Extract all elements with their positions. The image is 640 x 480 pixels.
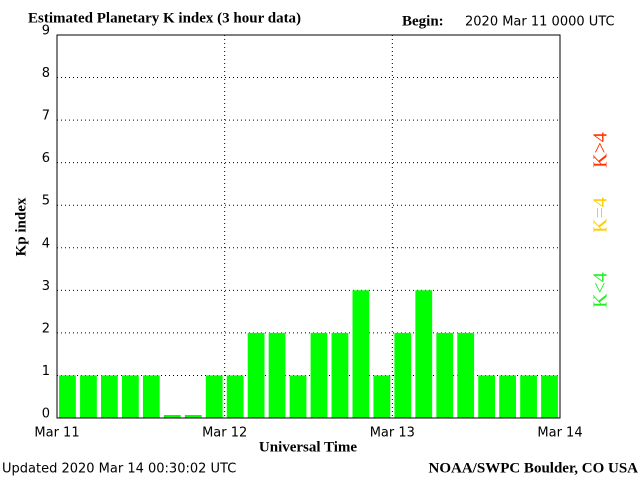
y-tick-label: 8 [42,66,50,81]
bar [352,290,370,418]
y-axis-label: Kp index [13,197,29,256]
y-tick-label: 9 [42,24,50,39]
bar [205,375,223,418]
x-axis-label: Universal Time [259,439,358,455]
bar [289,375,307,418]
bar [310,332,328,418]
bar [121,375,139,418]
legend-label: K=4 [590,197,612,233]
y-tick-label: 0 [42,407,50,422]
y-tick-label: 3 [42,279,50,294]
chart-title: Estimated Planetary K index (3 hour data… [28,10,301,26]
x-tick-label: Mar 13 [370,426,415,441]
bar [499,375,516,418]
bar [226,375,244,418]
bar [163,415,181,418]
bar [184,415,202,418]
bar [331,332,349,418]
y-tick-label: 4 [42,236,50,251]
bar [394,332,412,418]
y-tick-label: 7 [42,109,50,124]
bar [80,375,97,418]
updated: Updated 2020 Mar 14 00:30:02 UTC [2,462,236,477]
y-tick-label: 6 [42,151,50,166]
bar [268,332,286,418]
bar [373,375,391,418]
bar [457,332,475,418]
begin-date: 2020 Mar 11 0000 UTC [465,15,615,30]
bar [520,375,537,418]
x-tick-label: Mar 14 [537,426,582,441]
legend-label: K>4 [590,132,612,168]
bar [101,375,118,418]
bar [247,332,265,418]
x-tick-label: Mar 11 [34,426,79,441]
y-tick-label: 1 [42,364,50,379]
bar [436,332,454,418]
bar [541,375,558,418]
bar [478,375,496,418]
bar [142,375,160,418]
y-tick-label: 2 [42,321,50,336]
x-tick-label: Mar 12 [202,426,247,441]
source: NOAA/SWPC Boulder, CO USA [429,460,639,476]
begin-label: Begin: [402,13,444,29]
bar [415,290,433,418]
plot-frame [56,34,561,419]
y-tick-label: 5 [42,194,50,209]
bar [59,375,76,418]
legend-label: K<4 [590,272,612,308]
